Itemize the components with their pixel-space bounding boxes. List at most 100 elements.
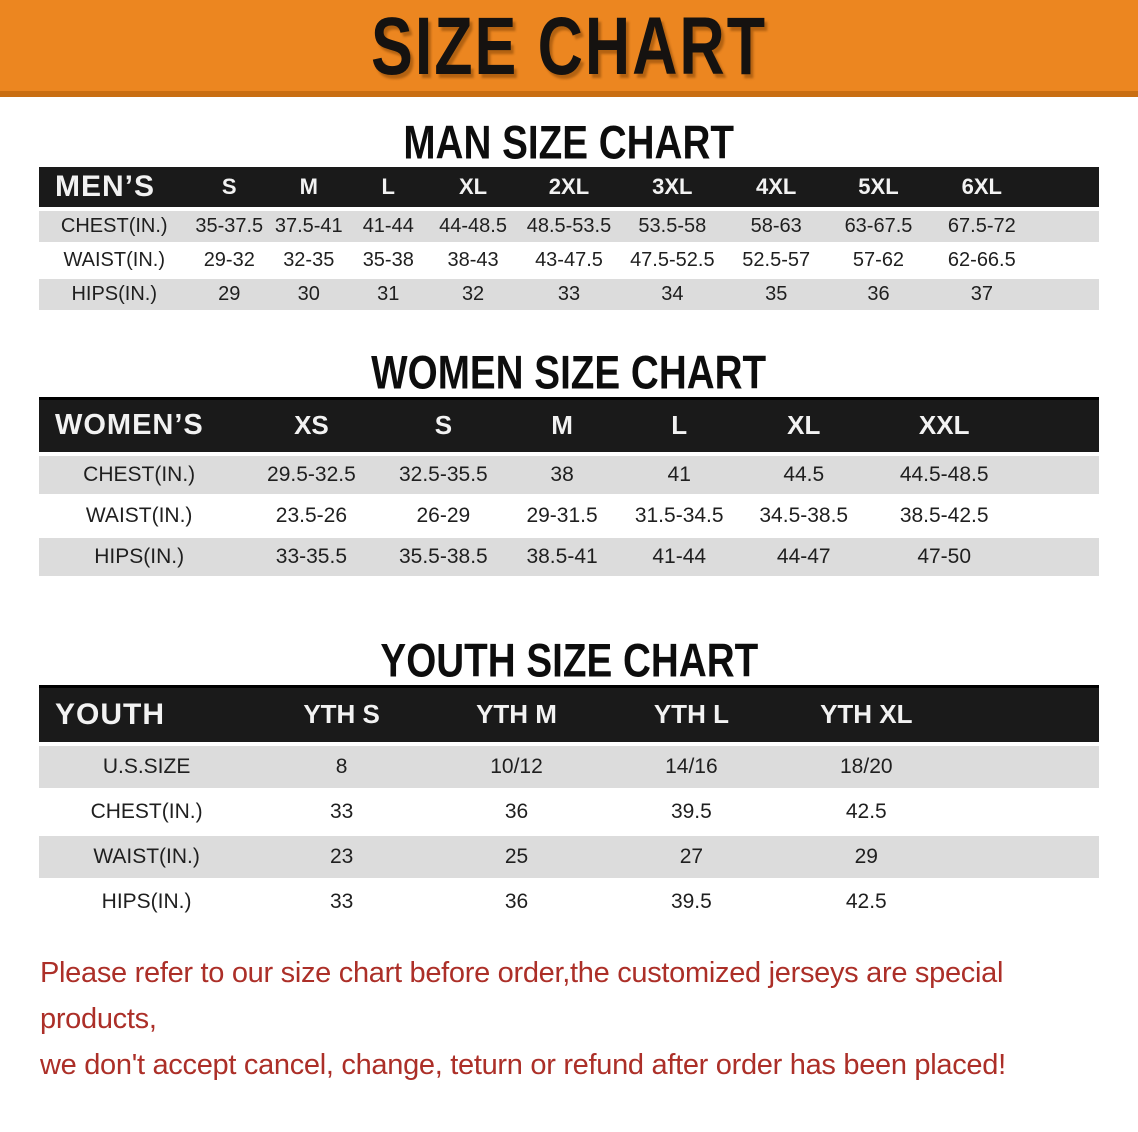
filler-cell: [953, 879, 1099, 926]
women-heading-text: WOMEN SIZE CHART: [371, 345, 767, 399]
filler-cell: [1034, 277, 1099, 313]
value-cell: 23: [254, 834, 430, 881]
size-header-cell: YTH M: [429, 684, 604, 746]
disclaimer-line-1: Please refer to our size chart before or…: [40, 956, 1004, 1035]
value-cell: 35-37.5: [189, 207, 270, 245]
value-cell: 23.5-26: [239, 495, 384, 538]
measure-label-cell: WAIST(IN.): [39, 834, 255, 881]
size-header-cell: XL: [737, 396, 870, 456]
size-header-cell: 2XL: [518, 167, 620, 209]
value-cell: 58-63: [724, 207, 828, 245]
women-header-row: WOMEN’S XS S M L XL XXL: [39, 396, 1099, 456]
value-cell: 35.5-38.5: [383, 536, 504, 579]
size-chart-banner: SIZE CHART: [0, 0, 1138, 97]
value-cell: 43-47.5: [518, 243, 620, 279]
value-cell: 38.5-42.5: [870, 495, 1019, 538]
value-cell: 42.5: [778, 879, 954, 926]
table-row: HIPS(IN.) 33-35.5 35.5-38.5 38.5-41 41-4…: [39, 536, 1099, 579]
size-header-cell: 3XL: [619, 167, 725, 209]
filler-cell: [1018, 396, 1099, 456]
measure-label-cell: CHEST(IN.): [39, 207, 190, 245]
measure-label-cell: HIPS(IN.): [39, 879, 255, 926]
value-cell: 44-47: [737, 536, 870, 579]
filler-cell: [1034, 243, 1099, 279]
size-header-cell: S: [189, 167, 270, 209]
women-section-heading: WOMEN SIZE CHART: [0, 345, 1138, 399]
value-cell: 36: [827, 277, 930, 313]
men-heading-text: MAN SIZE CHART: [403, 116, 735, 169]
measure-label-cell: U.S.SIZE: [39, 742, 255, 791]
table-row: CHEST(IN.) 29.5-32.5 32.5-35.5 38 41 44.…: [39, 452, 1099, 497]
table-row: CHEST(IN.) 33 36 39.5 42.5: [39, 789, 1099, 836]
value-cell: 57-62: [827, 243, 930, 279]
value-cell: 37: [929, 277, 1035, 313]
value-cell: 31: [348, 277, 429, 313]
value-cell: 39.5: [603, 789, 779, 836]
men-header-row: MEN’S S M L XL 2XL 3XL 4XL 5XL 6XL: [39, 167, 1099, 209]
filler-cell: [1018, 452, 1099, 497]
value-cell: 30: [269, 277, 349, 313]
size-header-cell: M: [503, 396, 621, 456]
size-header-cell: YTH XL: [778, 684, 954, 746]
value-cell: 47-50: [870, 536, 1019, 579]
order-disclaimer-note: Please refer to our size chart before or…: [40, 950, 1100, 1088]
value-cell: 25: [429, 834, 604, 881]
measure-label-cell: HIPS(IN.): [39, 277, 190, 313]
filler-cell: [953, 834, 1099, 881]
women-size-table: WOMEN’S XS S M L XL XXL CHEST(IN.) 29.5-…: [39, 396, 1099, 579]
table-row: U.S.SIZE 8 10/12 14/16 18/20: [39, 742, 1099, 791]
value-cell: 8: [254, 742, 430, 791]
value-cell: 35-38: [348, 243, 429, 279]
table-row: WAIST(IN.) 29-32 32-35 35-38 38-43 43-47…: [39, 243, 1099, 279]
size-header-cell: XS: [239, 396, 384, 456]
value-cell: 47.5-52.5: [619, 243, 725, 279]
filler-cell: [1034, 207, 1099, 245]
measure-label-cell: CHEST(IN.): [39, 789, 255, 836]
value-cell: 52.5-57: [724, 243, 828, 279]
size-header-cell: XXL: [870, 396, 1019, 456]
size-header-cell: YTH L: [603, 684, 779, 746]
measure-label-cell: WAIST(IN.): [39, 495, 240, 538]
table-row: HIPS(IN.) 33 36 39.5 42.5: [39, 879, 1099, 926]
value-cell: 32: [428, 277, 519, 313]
value-cell: 33: [254, 879, 430, 926]
value-cell: 44.5-48.5: [870, 452, 1019, 497]
value-cell: 29: [189, 277, 270, 313]
value-cell: 29: [778, 834, 954, 881]
youth-size-table: YOUTH YTH S YTH M YTH L YTH XL U.S.SIZE …: [39, 684, 1099, 926]
value-cell: 32-35: [269, 243, 349, 279]
value-cell: 26-29: [383, 495, 504, 538]
value-cell: 44-48.5: [428, 207, 519, 245]
value-cell: 62-66.5: [929, 243, 1035, 279]
size-header-cell: 6XL: [929, 167, 1035, 209]
value-cell: 33-35.5: [239, 536, 384, 579]
value-cell: 35: [724, 277, 828, 313]
table-row: CHEST(IN.) 35-37.5 37.5-41 41-44 44-48.5…: [39, 207, 1099, 245]
value-cell: 29-31.5: [503, 495, 621, 538]
measure-label-cell: WAIST(IN.): [39, 243, 190, 279]
size-header-cell: XL: [428, 167, 519, 209]
filler-cell: [953, 789, 1099, 836]
value-cell: 63-67.5: [827, 207, 930, 245]
table-row: HIPS(IN.) 29 30 31 32 33 34 35 36 37: [39, 277, 1099, 313]
value-cell: 41: [620, 452, 738, 497]
value-cell: 32.5-35.5: [383, 452, 504, 497]
value-cell: 41-44: [348, 207, 429, 245]
value-cell: 34: [619, 277, 725, 313]
youth-group-label: YOUTH: [39, 684, 255, 746]
youth-heading-text: YOUTH SIZE CHART: [380, 633, 758, 687]
value-cell: 14/16: [603, 742, 779, 791]
value-cell: 42.5: [778, 789, 954, 836]
size-header-cell: L: [348, 167, 429, 209]
value-cell: 27: [603, 834, 779, 881]
value-cell: 33: [518, 277, 620, 313]
women-group-label: WOMEN’S: [39, 396, 240, 456]
filler-cell: [1034, 167, 1099, 209]
filler-cell: [953, 684, 1099, 746]
value-cell: 39.5: [603, 879, 779, 926]
size-header-cell: S: [383, 396, 504, 456]
disclaimer-line-2: we don't accept cancel, change, teturn o…: [40, 1048, 1006, 1081]
value-cell: 48.5-53.5: [518, 207, 620, 245]
men-section-heading: MAN SIZE CHART: [0, 116, 1138, 169]
size-header-cell: YTH S: [254, 684, 430, 746]
